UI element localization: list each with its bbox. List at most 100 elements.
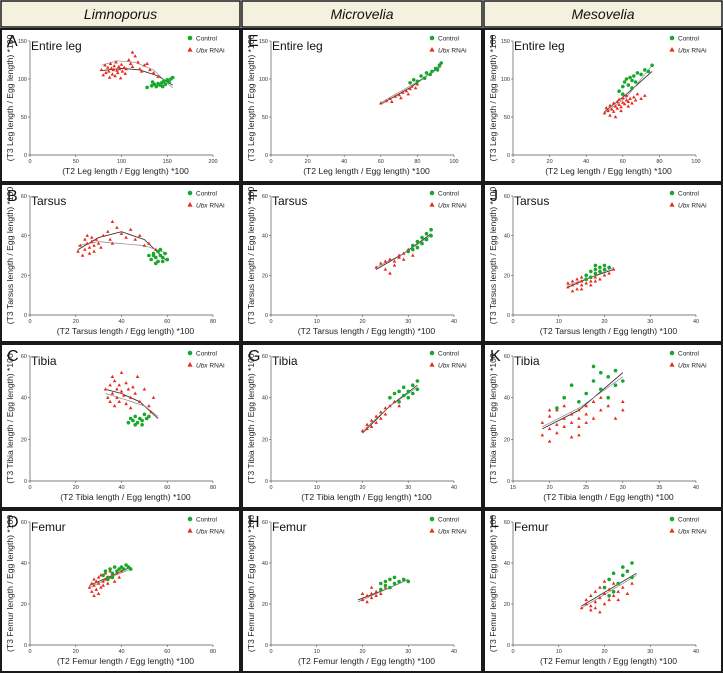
rnai-point	[602, 111, 607, 115]
control-point	[163, 82, 168, 87]
panel-title: Entire leg	[31, 39, 82, 53]
panel-letter: F	[248, 188, 258, 205]
rnai-point	[575, 281, 579, 285]
rnai-point	[99, 585, 103, 589]
rnai-point	[621, 100, 625, 104]
x-tick-label: 0	[511, 159, 514, 165]
rnai-point	[635, 92, 640, 96]
column-headers: Limnoporus Microvelia Mesovelia	[0, 0, 723, 28]
rnai-point	[369, 585, 374, 589]
legend-rnai-marker	[669, 202, 675, 207]
control-point	[584, 391, 588, 396]
rnai-point	[639, 96, 643, 100]
y-tick-label: 150	[18, 39, 27, 45]
panel-border	[241, 183, 483, 343]
control-point	[429, 227, 433, 232]
legend-control-label: Control	[678, 35, 700, 42]
x-tick-label: 0	[269, 159, 272, 165]
control-point	[630, 78, 634, 83]
legend-rnai-gene: Ubx	[438, 362, 450, 369]
x-tick-label: 20	[73, 485, 79, 491]
rnai-point	[406, 92, 411, 96]
legend-rnai-label: Ubx RNAi	[438, 362, 467, 369]
rnai-point	[584, 420, 588, 424]
x-tick-label: 0	[28, 319, 31, 325]
control-point	[406, 249, 411, 254]
control-point	[611, 589, 616, 594]
rnai-point	[547, 426, 552, 431]
control-point	[606, 395, 610, 400]
legend-control-label: Control	[438, 35, 460, 42]
panel-letter: C	[7, 348, 19, 365]
rnai-point	[617, 102, 621, 106]
rnai-point	[602, 579, 607, 583]
x-axis-title: (T2 Leg length / Egg length) *100	[303, 166, 430, 176]
rnai-point	[130, 50, 135, 54]
rnai-point	[392, 263, 397, 267]
rnai-point	[147, 404, 151, 408]
panel-G: G Tibia Control Ubx RNAi 0 10 20 30 40 0 20 40 60 (T2…	[241, 343, 483, 509]
y-tick-label: 60	[21, 194, 27, 200]
rnai-point	[110, 72, 115, 76]
rnai-point	[584, 404, 588, 408]
rnai-point	[116, 70, 120, 75]
legend-rnai-gene: Ubx	[678, 202, 690, 209]
rnai-point	[101, 73, 105, 77]
control-point	[424, 231, 429, 236]
control-point	[145, 85, 149, 90]
x-tick-label: 15	[510, 485, 516, 491]
rnai-point	[379, 261, 383, 265]
control-point	[622, 80, 627, 84]
rnai-point	[92, 593, 96, 597]
control-point	[632, 74, 636, 78]
x-tick-label: 100	[691, 159, 700, 165]
rnai-point	[148, 67, 152, 72]
control-point	[435, 68, 440, 72]
legend-rnai-marker	[187, 362, 193, 367]
rnai-point	[76, 249, 80, 253]
control-point	[599, 370, 603, 375]
rnai-point	[107, 75, 112, 79]
x-tick-label: 25	[583, 485, 589, 491]
rnai-point	[626, 99, 631, 103]
column-header-bg	[0, 0, 241, 28]
control-point	[397, 400, 401, 404]
control-point	[397, 579, 401, 584]
x-tick-label: 30	[405, 649, 411, 655]
rnai-point	[397, 93, 401, 97]
control-point	[379, 581, 383, 586]
rnai-point	[112, 579, 117, 583]
rnai-point	[92, 577, 96, 581]
x-axis-title: (T2 Tibia length / Egg length) *100	[60, 492, 191, 502]
control-point	[424, 71, 429, 75]
control-point	[131, 418, 135, 423]
rnai-point	[408, 86, 412, 91]
y-tick-label: 100	[259, 77, 268, 83]
legend-control-marker	[187, 35, 193, 41]
rnai-point	[569, 420, 574, 424]
rnai-point	[622, 102, 627, 106]
control-point	[599, 387, 603, 392]
legend-rnai-marker	[669, 528, 675, 533]
y-axis-title: (T3 Femur length / Egg length) *100	[5, 515, 15, 652]
rnai-point	[613, 416, 618, 420]
legend-rnai-suffix: RNAi	[208, 202, 225, 209]
rnai-point	[397, 404, 401, 408]
rnai-point	[401, 257, 406, 261]
rnai-point	[611, 109, 616, 113]
rnai-point	[374, 265, 378, 269]
rnai-point	[149, 410, 153, 414]
x-axis-title: (T2 Femur length / Egg length) *100	[540, 656, 677, 666]
rnai-point	[90, 581, 94, 585]
control-point	[154, 84, 159, 89]
rnai-point	[379, 591, 383, 595]
rnai-point	[90, 239, 94, 243]
y-tick-label: 20	[504, 273, 510, 279]
control-point	[133, 423, 137, 427]
rnai-point	[78, 243, 83, 247]
rnai-point	[119, 370, 124, 374]
rnai-point	[94, 579, 99, 583]
rnai-point	[607, 271, 611, 275]
y-tick-label: 20	[262, 273, 268, 279]
control-point	[633, 80, 638, 84]
